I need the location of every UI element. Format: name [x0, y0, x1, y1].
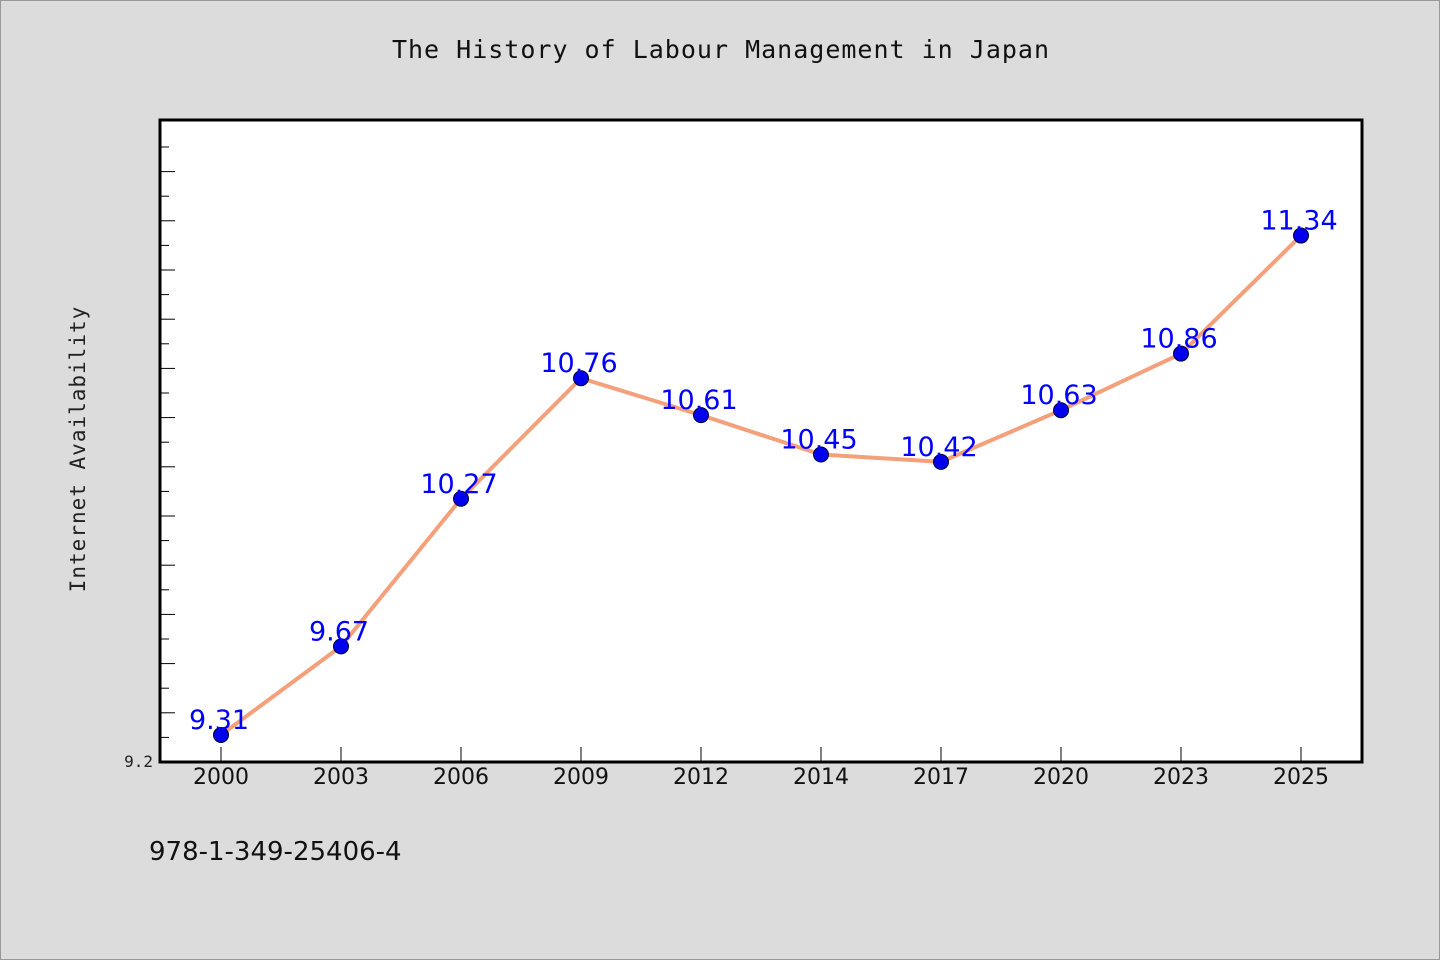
data-point: [453, 490, 469, 507]
data-label: 9.67: [309, 616, 369, 647]
isbn-text: 978-1-349-25406-4: [149, 837, 402, 867]
x-tick-label: 2017: [913, 765, 969, 790]
data-point: [813, 446, 829, 463]
x-tick-label: 2014: [793, 765, 849, 790]
x-tick-labels: 2000 2003 2006 2009 2012 2014 2017 2020 2023 2025: [193, 765, 1329, 790]
data-label: 10.76: [540, 348, 617, 379]
data-label: 11.34: [1260, 206, 1337, 237]
x-tick-label: 2012: [673, 765, 729, 790]
x-tick-label: 2025: [1273, 765, 1329, 790]
data-label: 10.61: [660, 385, 737, 416]
x-tick-label: 2006: [433, 765, 489, 790]
data-point: [933, 453, 949, 470]
data-point: [693, 407, 709, 424]
data-markers: [213, 227, 1309, 743]
x-tick-label: 2000: [193, 765, 249, 790]
y-axis-ticks: [161, 146, 175, 763]
x-axis-ticks: [220, 747, 1302, 761]
x-tick-label: 2003: [313, 765, 369, 790]
data-labels: 9.31 9.67 10.27 10.76 10.61 10.45 10.42 10.63 10…: [189, 206, 1338, 736]
data-point: [213, 726, 229, 743]
data-label: 10.86: [1140, 324, 1217, 355]
data-label: 9.31: [189, 705, 249, 736]
plot-area: [158, 118, 1364, 764]
data-point: [333, 638, 349, 655]
data-label: 10.27: [420, 469, 497, 500]
data-label: 10.42: [900, 432, 977, 463]
series-line: [219, 233, 1303, 737]
x-tick-label: 2020: [1033, 765, 1089, 790]
data-point: [573, 370, 589, 387]
chart-title: The History of Labour Management in Japa…: [391, 35, 1051, 64]
y-axis-label: Internet Availability: [66, 306, 90, 593]
x-tick-label: 2009: [553, 765, 609, 790]
y-tick-label: 9.2: [124, 752, 153, 771]
data-point: [1173, 345, 1189, 362]
data-label: 10.45: [780, 425, 857, 456]
x-tick-label: 2023: [1153, 765, 1209, 790]
data-point: [1053, 402, 1069, 419]
data-point: [1293, 227, 1309, 244]
data-label: 10.63: [1020, 380, 1097, 411]
